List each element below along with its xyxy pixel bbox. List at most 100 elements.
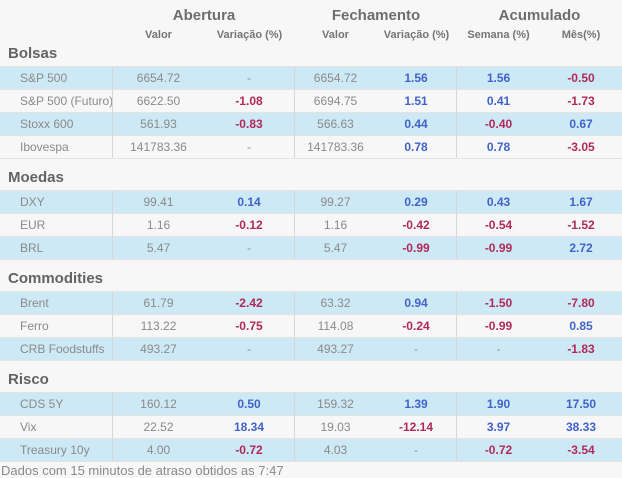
section-title: Risco [8, 371, 49, 388]
cell-abertura-variacao: 0.50 [204, 393, 295, 415]
table-row: BRL 5.47 - 5.47 -0.99 -0.99 2.72 [0, 237, 622, 260]
cell-abertura-valor: 113.22 [140, 319, 177, 333]
cell-abertura-variacao: -1.08 [204, 90, 295, 112]
cell-fechamento-variacao: 1.39 [376, 393, 457, 415]
row-label: Treasury 10y [0, 439, 113, 461]
table-row: S&P 500 (Futuro) 6622.50 -1.08 6694.75 1.51 0… [0, 90, 622, 113]
cell-abertura-variacao: 18.34 [204, 416, 295, 438]
cell-abertura-variacao: 0.14 [204, 191, 295, 213]
cell-acumulado-mes: -3.54 [567, 443, 595, 457]
cell-fechamento-valor: 6694.75 [313, 94, 358, 108]
column-subheader-row: Valor Variação (%) Valor Variação (%) Se… [0, 27, 622, 43]
column-acumulado-semana: Semana (%) [467, 29, 530, 41]
cell-fechamento-variacao: 0.78 [376, 136, 457, 158]
table-row: CDS 5Y 160.12 0.50 159.32 1.39 1.90 17.50 [0, 393, 622, 416]
cell-acumulado-semana: -0.54 [484, 218, 513, 232]
cell-abertura-valor: 5.47 [146, 241, 171, 255]
cell-acumulado-mes: 2.72 [569, 241, 593, 255]
cell-fechamento-variacao: - [376, 338, 457, 360]
header-spacer [0, 6, 113, 25]
column-group-acumulado: Acumulado [498, 7, 581, 24]
column-group-row: Abertura Fechamento Acumulado [0, 0, 622, 25]
section-risco: Risco CDS 5Y 160.12 0.50 159.32 1.39 1.90 17.50… [0, 371, 622, 462]
section-title: Commodities [8, 270, 104, 287]
section-rows: CDS 5Y 160.12 0.50 159.32 1.39 1.90 17.50 Vix 22… [0, 392, 622, 462]
cell-fechamento-variacao: 0.44 [376, 113, 457, 135]
column-fechamento-variacao: Variação (%) [383, 29, 450, 41]
cell-abertura-valor: 4.00 [146, 443, 171, 457]
row-label: Ibovespa [0, 136, 113, 158]
cell-abertura-valor: 6622.50 [136, 94, 181, 108]
cell-fechamento-variacao: 1.51 [376, 90, 457, 112]
cell-fechamento-variacao: 1.56 [376, 67, 457, 89]
table-row: S&P 500 6654.72 - 6654.72 1.56 1.56 -0.50 [0, 67, 622, 90]
column-group-fechamento: Fechamento [331, 7, 421, 24]
cell-fechamento-variacao: -0.42 [376, 214, 457, 236]
table-header: Abertura Fechamento Acumulado Valor Vari… [0, 0, 622, 43]
cell-abertura-valor: 160.12 [140, 397, 177, 411]
cell-fechamento-variacao: -0.99 [376, 237, 457, 259]
table-body: Bolsas S&P 500 6654.72-6654.72 1.56 1.56 -0.5… [0, 45, 622, 462]
table-row: CRB Foodstuffs 493.27 - 493.27 - - -1.83 [0, 338, 622, 361]
cell-fechamento-variacao: - [376, 439, 457, 461]
column-abertura-variacao: Variação (%) [216, 29, 283, 41]
cell-fechamento-valor: 1.16 [323, 218, 348, 232]
table-row: Stoxx 600 561.93 -0.83 566.63 0.44 -0.40 0.67 [0, 113, 622, 136]
cell-acumulado-mes: 0.85 [569, 319, 593, 333]
cell-abertura-valor: 99.41 [143, 195, 174, 209]
section-moedas: Moedas DXY 99.41 0.14 99.27 0.29 0.43 1.67 EUR 1.… [0, 169, 622, 260]
row-label: S&P 500 [0, 67, 113, 89]
cell-abertura-valor: 22.52 [143, 420, 174, 434]
cell-abertura-variacao: -0.83 [204, 113, 295, 135]
cell-fechamento-valor: 99.27 [320, 195, 351, 209]
section-bolsas: Bolsas S&P 500 6654.72 - 6654.72 1.56 1.56 -0.5… [0, 45, 622, 159]
cell-acumulado-semana: 0.41 [486, 94, 511, 108]
row-label: DXY [0, 191, 113, 213]
cell-acumulado-semana: 0.78 [486, 140, 511, 154]
section-rows: DXY 99.41 0.14 99.27 0.29 0.43 1.67 EUR 1.16 -0.1… [0, 190, 622, 260]
cell-fechamento-valor: 19.03 [320, 420, 351, 434]
cell-acumulado-mes: 0.67 [569, 117, 593, 131]
cell-acumulado-mes: -7.80 [567, 296, 595, 310]
cell-fechamento-valor: 566.63 [317, 117, 354, 131]
cell-abertura-variacao: -0.12 [204, 214, 295, 236]
cell-acumulado-semana: -0.72 [484, 443, 513, 457]
cell-acumulado-mes: 1.67 [569, 195, 593, 209]
cell-abertura-variacao: - [204, 67, 295, 89]
cell-fechamento-valor: 63.32 [320, 296, 351, 310]
cell-abertura-valor: 1.16 [146, 218, 171, 232]
cell-acumulado-mes: 17.50 [565, 397, 597, 411]
cell-acumulado-semana: 0.43 [486, 195, 511, 209]
cell-fechamento-variacao: 0.29 [376, 191, 457, 213]
table-row: DXY 99.41 0.14 99.27 0.29 0.43 1.67 [0, 191, 622, 214]
header-spacer [0, 27, 113, 43]
table-row: Vix 22.52 18.34 19.03 -12.14 3.97 38.33 [0, 416, 622, 439]
table-row: Brent 61.79 -2.42 63.32 0.94 -1.50 -7.80 [0, 292, 622, 315]
column-abertura-valor: Valor [145, 29, 172, 41]
cell-fechamento-valor: 6654.72 [313, 71, 358, 85]
cell-abertura-variacao: -0.72 [204, 439, 295, 461]
row-label: CDS 5Y [0, 393, 113, 415]
cell-fechamento-variacao: 0.94 [376, 292, 457, 314]
cell-abertura-valor: 561.93 [140, 117, 177, 131]
cell-fechamento-valor: 5.47 [323, 241, 348, 255]
cell-acumulado-semana: - [496, 342, 501, 356]
row-label: S&P 500 (Futuro) [0, 90, 113, 112]
cell-acumulado-semana: 1.56 [486, 71, 511, 85]
cell-abertura-valor: 6654.72 [136, 71, 181, 85]
section-title: Moedas [8, 169, 64, 186]
cell-fechamento-valor: 141783.36 [307, 140, 364, 154]
table-row: EUR 1.16 -0.12 1.16 -0.42 -0.54 -1.52 [0, 214, 622, 237]
cell-acumulado-mes: -3.05 [567, 140, 595, 154]
cell-abertura-valor: 493.27 [140, 342, 177, 356]
row-label: Stoxx 600 [0, 113, 113, 135]
row-label: EUR [0, 214, 113, 236]
section-title: Bolsas [8, 45, 58, 62]
row-label: Vix [0, 416, 113, 438]
cell-fechamento-valor: 159.32 [317, 397, 354, 411]
cell-acumulado-semana: 1.90 [486, 397, 511, 411]
section-rows: S&P 500 6654.72-6654.72 1.56 1.56 -0.50 S&P 5… [0, 66, 622, 159]
row-label: Ferro [0, 315, 113, 337]
cell-abertura-variacao: -2.42 [204, 292, 295, 314]
